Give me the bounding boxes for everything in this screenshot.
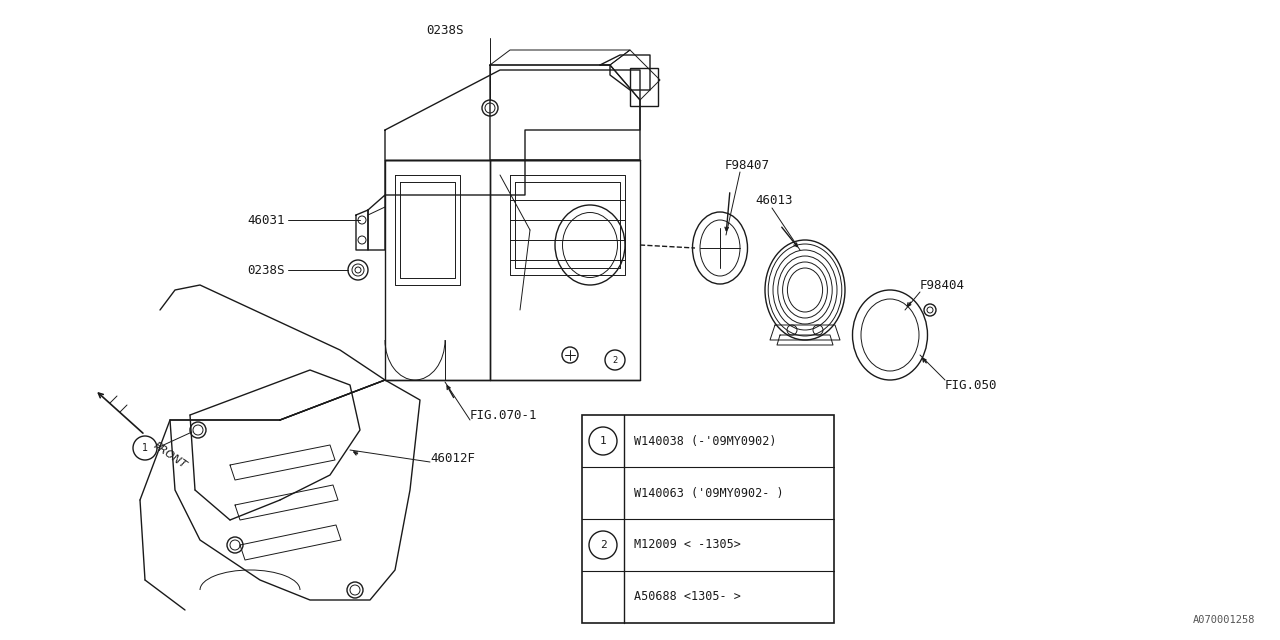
Text: FIG.070-1: FIG.070-1 xyxy=(470,408,538,422)
Bar xyxy=(582,415,835,623)
Text: 46031: 46031 xyxy=(247,214,285,227)
Text: W140063 ('09MY0902- ): W140063 ('09MY0902- ) xyxy=(634,486,783,499)
Text: 0238S: 0238S xyxy=(247,264,285,276)
Bar xyxy=(630,68,658,106)
Text: F98407: F98407 xyxy=(724,159,771,172)
Text: 1: 1 xyxy=(142,443,148,453)
Text: F98404: F98404 xyxy=(920,278,965,291)
Text: FRONT: FRONT xyxy=(152,440,189,470)
Text: 0238S: 0238S xyxy=(426,24,463,36)
Text: 46013: 46013 xyxy=(755,193,792,207)
Text: 2: 2 xyxy=(612,355,618,365)
Text: 46012F: 46012F xyxy=(430,451,475,465)
Text: 2: 2 xyxy=(599,540,607,550)
Text: A50688 <1305- >: A50688 <1305- > xyxy=(634,591,741,604)
Text: W140038 (-'09MY0902): W140038 (-'09MY0902) xyxy=(634,435,777,447)
Text: A070001258: A070001258 xyxy=(1193,615,1254,625)
Text: M12009 < -1305>: M12009 < -1305> xyxy=(634,538,741,552)
Text: FIG.050: FIG.050 xyxy=(945,378,997,392)
Text: 1: 1 xyxy=(599,436,607,446)
